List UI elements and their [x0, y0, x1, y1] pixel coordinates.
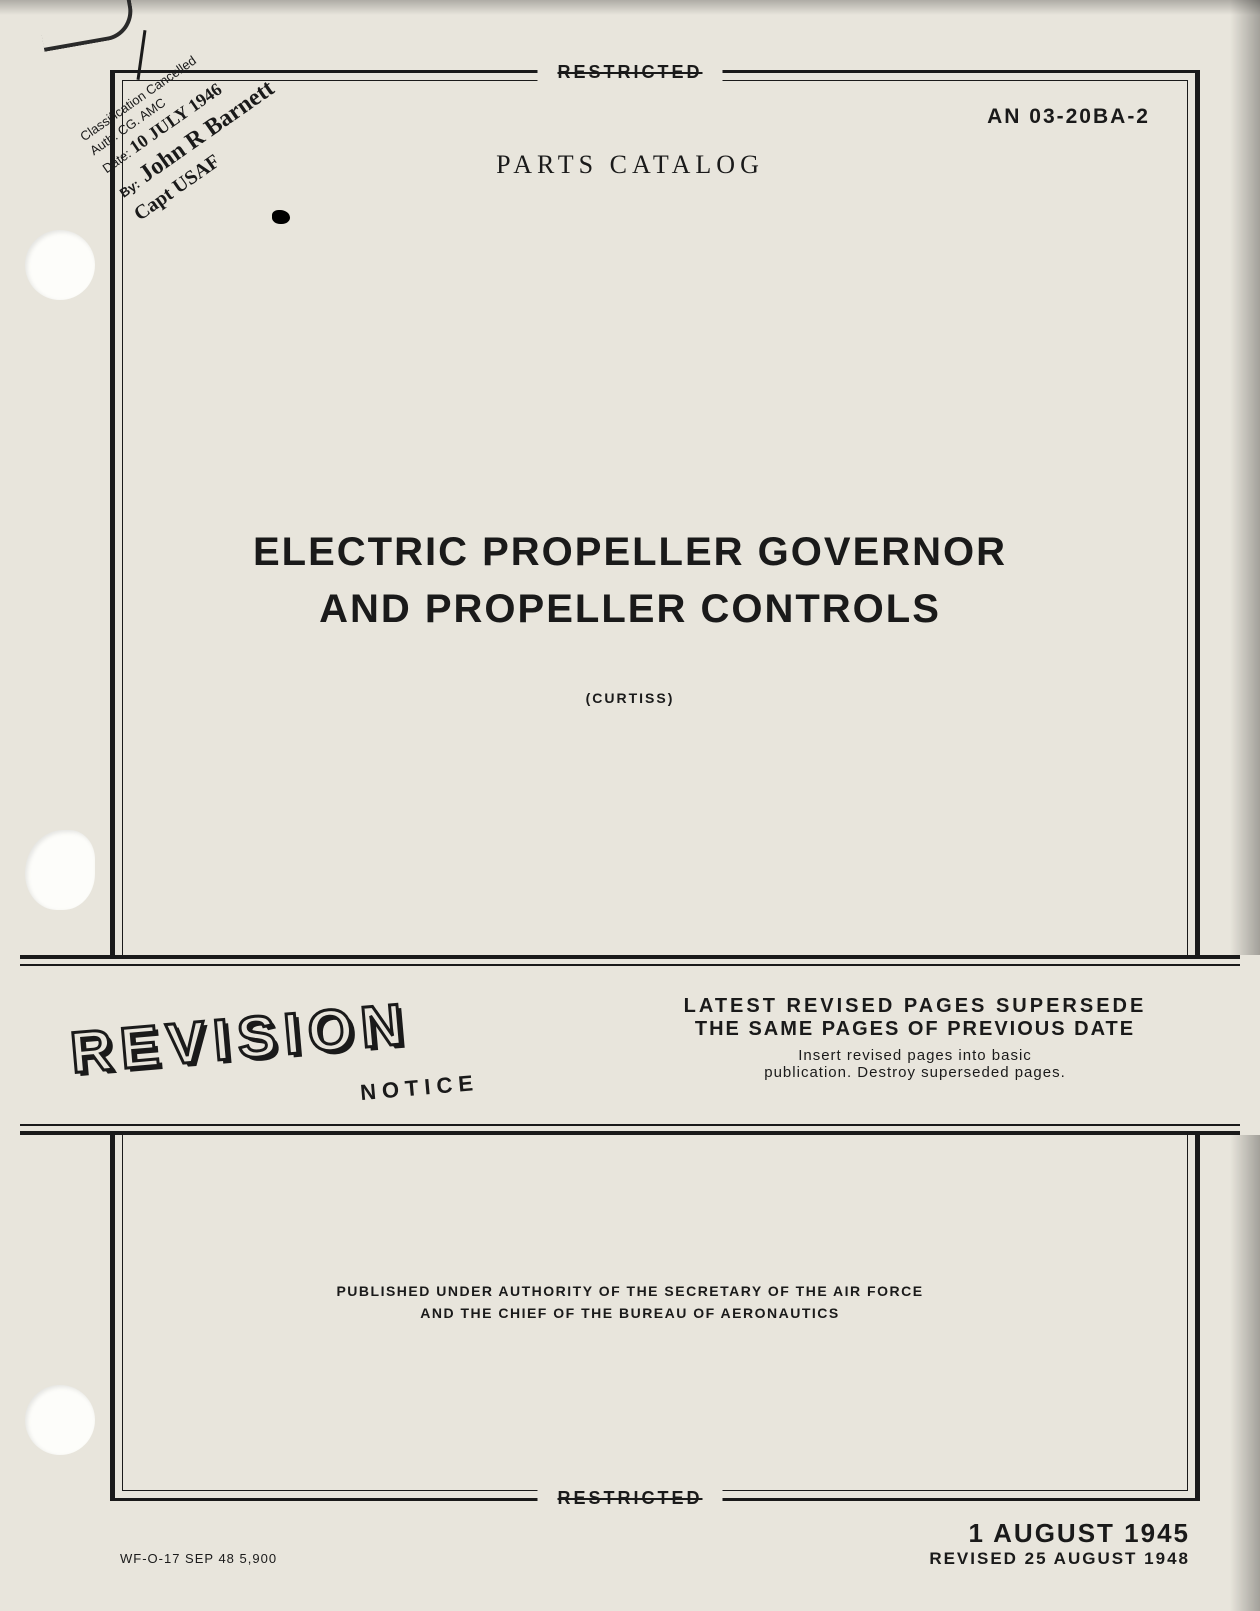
subtitle: (CURTISS) — [0, 690, 1260, 706]
punch-hole — [25, 230, 95, 300]
revision-line-4: publication. Destroy superseded pages. — [650, 1064, 1180, 1081]
binding-clip — [37, 0, 137, 52]
publication-authority: PUBLISHED UNDER AUTHORITY OF THE SECRETA… — [0, 1280, 1260, 1325]
punch-hole — [25, 1385, 95, 1455]
title-line-1: ELECTRIC PROPELLER GOVERNOR — [0, 530, 1260, 575]
revision-line-3: Insert revised pages into basic — [650, 1047, 1180, 1064]
main-title: ELECTRIC PROPELLER GOVERNOR AND PROPELLE… — [0, 530, 1260, 632]
document-page: RESTRICTED AN 03-20BA-2 PARTS CATALOG Cl… — [0, 0, 1260, 1611]
band-rule — [20, 1124, 1240, 1126]
band-rule — [20, 964, 1240, 966]
revision-notice-band: REVISION NOTICE LATEST REVISED PAGES SUP… — [0, 955, 1260, 1135]
punch-hole — [25, 830, 95, 910]
revision-word: REVISION — [68, 990, 414, 1086]
print-code: WF-O-17 SEP 48 5,900 — [120, 1551, 277, 1566]
parts-catalog-label: PARTS CATALOG — [496, 150, 764, 180]
authority-line-1: PUBLISHED UNDER AUTHORITY OF THE SECRETA… — [0, 1280, 1260, 1302]
scan-shadow-right — [1230, 0, 1260, 1611]
band-rule — [20, 1131, 1240, 1135]
restricted-bottom-text: RESTRICTED — [557, 1488, 702, 1508]
restricted-top-label: RESTRICTED — [537, 62, 722, 83]
revision-line-1: LATEST REVISED PAGES SUPERSEDE — [650, 995, 1180, 1018]
restricted-bottom-label: RESTRICTED — [537, 1488, 722, 1509]
revision-line-2: THE SAME PAGES OF PREVIOUS DATE — [650, 1018, 1180, 1041]
scan-shadow-top — [0, 0, 1260, 15]
ink-blot — [272, 210, 290, 224]
document-dates: 1 AUGUST 1945 REVISED 25 AUGUST 1948 — [929, 1518, 1190, 1569]
authority-line-2: AND THE CHIEF OF THE BUREAU OF AERONAUTI… — [0, 1302, 1260, 1324]
title-line-2: AND PROPELLER CONTROLS — [0, 587, 1260, 632]
restricted-top-text: RESTRICTED — [557, 62, 702, 82]
date-original: 1 AUGUST 1945 — [929, 1518, 1190, 1549]
revision-instructions: LATEST REVISED PAGES SUPERSEDE THE SAME … — [650, 995, 1180, 1081]
date-revised: REVISED 25 AUGUST 1948 — [929, 1549, 1190, 1569]
band-rule — [20, 955, 1240, 959]
document-number: AN 03-20BA-2 — [987, 105, 1150, 129]
revision-notice-word: NOTICE — [359, 1070, 480, 1106]
